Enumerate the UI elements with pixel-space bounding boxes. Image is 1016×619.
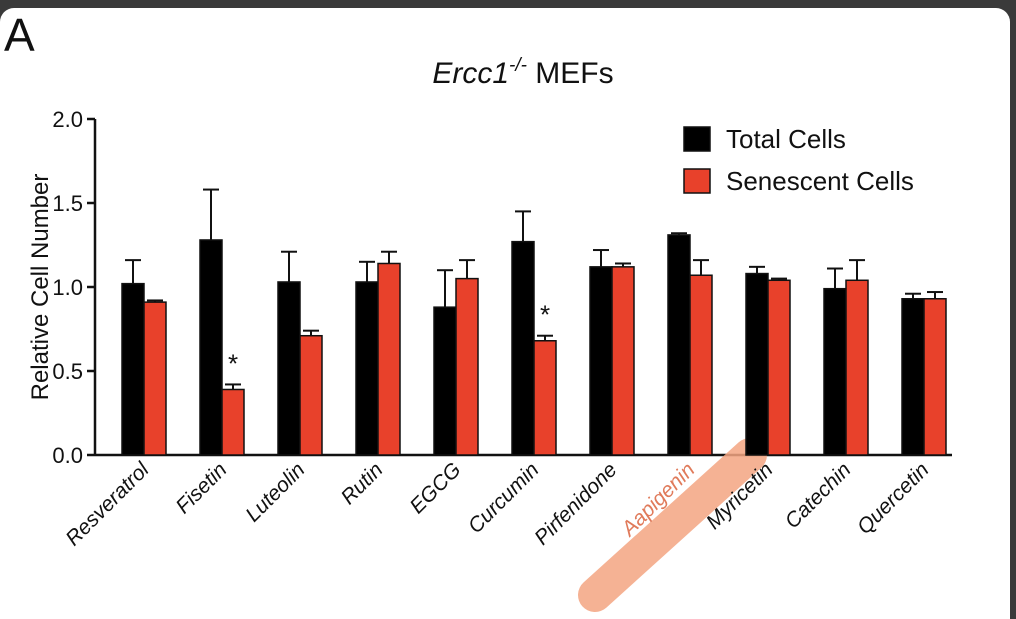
bar-total-cells xyxy=(901,298,925,456)
bar-senescent-cells xyxy=(455,277,479,456)
x-tick-label: EGCG xyxy=(406,458,466,518)
y-tick-label: 1.5 xyxy=(52,191,83,216)
bar-senescent-cells xyxy=(299,334,323,456)
y-tick-label: 0.0 xyxy=(52,443,83,468)
x-tick-label: Rutin xyxy=(337,458,388,509)
bar-senescent-cells xyxy=(377,262,401,456)
bar-total-cells xyxy=(745,272,769,456)
x-tick-label: Fisetin xyxy=(172,458,232,518)
bar-total-cells xyxy=(355,281,379,456)
y-tick-label: 0.5 xyxy=(52,359,83,384)
bar-total-cells xyxy=(511,240,535,456)
x-tick-label: Resveratrol xyxy=(61,457,154,550)
x-tick-label: Curcumin xyxy=(464,458,544,538)
legend-label: Senescent Cells xyxy=(726,166,914,196)
significance-marker: * xyxy=(228,348,238,378)
bar-total-cells xyxy=(433,306,457,456)
legend-swatch xyxy=(683,126,711,152)
bar-total-cells xyxy=(121,282,145,456)
bar-senescent-cells xyxy=(845,279,869,456)
bar-senescent-cells xyxy=(143,301,167,456)
chart-title: Ercc1-/- MEFs xyxy=(432,55,613,90)
bar-total-cells xyxy=(199,239,223,456)
bar-total-cells xyxy=(277,281,301,456)
bar-total-cells xyxy=(589,266,613,456)
legend-swatch xyxy=(683,168,711,194)
bar-senescent-cells xyxy=(689,274,713,456)
bar-senescent-cells xyxy=(533,340,557,456)
y-tick-label: 1.0 xyxy=(52,275,83,300)
y-axis-label: Relative Cell Number xyxy=(27,174,54,401)
bar-senescent-cells xyxy=(767,279,791,456)
significance-marker: * xyxy=(540,300,550,330)
bar-total-cells xyxy=(667,234,691,456)
bar-senescent-cells xyxy=(923,298,947,456)
x-tick-label: Quercetin xyxy=(853,458,934,539)
panel-label: A xyxy=(4,9,35,61)
legend-label: Total Cells xyxy=(726,124,846,154)
x-tick-label: Luteolin xyxy=(241,458,309,526)
bar-total-cells xyxy=(823,287,847,456)
highlight-marker xyxy=(578,438,767,612)
bar-senescent-cells xyxy=(611,266,635,456)
bar-senescent-cells xyxy=(221,388,245,456)
figure-panel: A Ercc1-/- MEFs 0.0 0.5 1.0 1.5 2.0 Relative C… xyxy=(0,8,1010,619)
y-tick-label: 2.0 xyxy=(52,107,83,132)
x-tick-label: Pirfenidone xyxy=(530,458,621,549)
bar-chart: Ercc1-/- MEFs 0.0 0.5 1.0 1.5 2.0 Relative Cel… xyxy=(27,55,952,612)
x-tick-label: Catechin xyxy=(781,458,856,533)
